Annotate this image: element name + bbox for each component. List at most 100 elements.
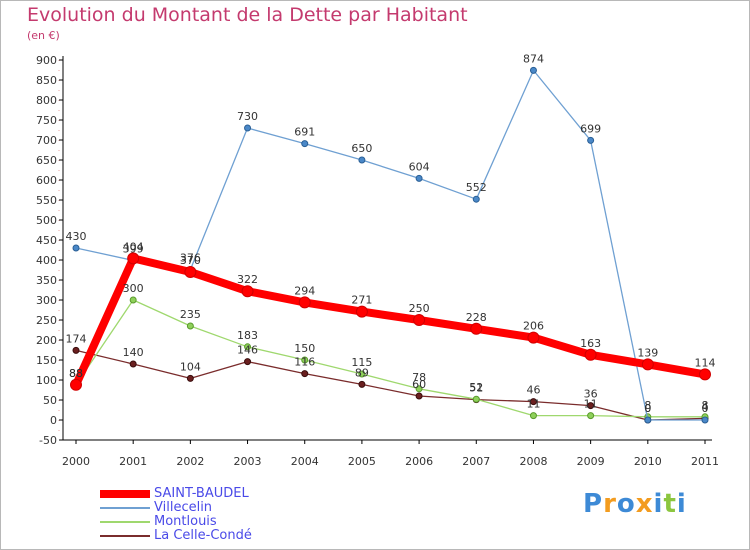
legend-label-saint-baudel: SAINT-BAUDEL [154, 486, 249, 501]
data-point-villecelin [358, 156, 366, 164]
y-tick-label: 450 [36, 234, 57, 247]
data-label-villecelin: 650 [351, 142, 372, 155]
y-tick-label: 50 [43, 394, 57, 407]
legend-label-villecelin: Villecelin [154, 500, 213, 515]
data-label-villecelin: 0 [702, 402, 709, 415]
data-point-montlouis [244, 343, 252, 351]
data-point-la-celle-conde [186, 374, 194, 382]
data-label-la-celle-conde: 46 [526, 384, 540, 397]
data-label-saint-baudel: 370 [180, 254, 201, 267]
data-label-la-celle-conde: 60 [412, 378, 426, 391]
chart-legend: SAINT-BAUDEL Villecelin Montlouis La Cel… [100, 487, 252, 543]
legend-swatch-la-celle-conde [100, 535, 150, 537]
data-point-la-celle-conde [358, 380, 366, 388]
data-label-montlouis: 8 [702, 399, 709, 412]
data-label-saint-baudel: 250 [409, 302, 430, 315]
x-tick-label: 2010 [634, 455, 662, 468]
data-label-montlouis: 11 [526, 398, 540, 411]
data-point-montlouis [358, 370, 366, 378]
y-tick-label: 600 [36, 174, 57, 187]
data-point-saint-baudel [184, 266, 197, 278]
data-point-saint-baudel [641, 358, 654, 371]
data-label-montlouis: 8 [644, 399, 651, 412]
x-tick-label: 2005 [348, 455, 376, 468]
data-point-saint-baudel [584, 348, 597, 361]
data-point-villecelin [701, 416, 709, 424]
data-label-saint-baudel: 88 [69, 367, 83, 380]
data-label-montlouis: 235 [180, 308, 201, 321]
data-point-saint-baudel [241, 285, 254, 298]
data-point-la-celle-conde [129, 360, 137, 368]
y-tick-label: 350 [36, 274, 57, 287]
data-label-montlouis: 150 [294, 342, 315, 355]
x-tick-label: 2007 [462, 455, 490, 468]
legend-label-la-celle-conde: La Celle-Condé [154, 528, 252, 543]
proxiti-logo: Proxiti [583, 489, 687, 519]
data-point-villecelin [472, 195, 480, 203]
x-tick-label: 2000 [62, 455, 90, 468]
x-tick-label: 2003 [234, 455, 262, 468]
data-label-la-celle-conde: 36 [584, 388, 598, 401]
data-label-montlouis: 300 [123, 282, 144, 295]
data-point-la-celle-conde [244, 358, 252, 366]
y-tick-label: 100 [36, 374, 57, 387]
data-label-la-celle-conde: 51 [469, 382, 483, 395]
series-line-la-celle-conde [75, 349, 706, 421]
y-tick-label: 650 [36, 154, 57, 167]
data-label-villecelin: 730 [237, 110, 258, 123]
data-point-saint-baudel [527, 331, 540, 344]
series-villecelin [72, 66, 709, 424]
data-point-saint-baudel [699, 368, 711, 381]
data-label-saint-baudel: 322 [237, 273, 258, 286]
y-tick-label: 400 [36, 254, 57, 267]
data-point-montlouis [415, 385, 423, 393]
data-label-villecelin: 0 [644, 402, 651, 415]
y-tick-label: 0 [50, 414, 57, 427]
series-line-montlouis [75, 299, 706, 418]
logo-letter: x [635, 489, 654, 519]
data-point-villecelin [644, 416, 652, 424]
data-label-montlouis: 88 [69, 367, 83, 380]
data-label-villecelin: 691 [294, 126, 315, 139]
data-point-saint-baudel [70, 378, 82, 391]
legend-swatch-montlouis [100, 521, 150, 523]
data-point-la-celle-conde [529, 398, 537, 406]
legend-swatch-saint-baudel [100, 490, 150, 498]
data-point-montlouis [301, 356, 309, 364]
logo-letter: t [663, 489, 677, 519]
x-tick-label: 2009 [577, 455, 605, 468]
data-label-villecelin: 376 [180, 252, 201, 265]
legend-item-saint-baudel: SAINT-BAUDEL [100, 487, 252, 501]
data-label-saint-baudel: 206 [523, 320, 544, 333]
y-tick-label: 500 [36, 214, 57, 227]
data-label-saint-baudel: 139 [637, 346, 658, 359]
data-label-montlouis: 78 [412, 371, 426, 384]
logo-letter: i [653, 489, 664, 519]
data-point-montlouis [529, 412, 537, 420]
data-point-la-celle-conde [301, 370, 309, 378]
data-label-villecelin: 552 [466, 181, 487, 194]
chart-title: Evolution du Montant de la Dette par Hab… [27, 4, 468, 26]
data-point-montlouis [587, 412, 595, 420]
x-tick-label: 2011 [691, 455, 719, 468]
data-label-saint-baudel: 228 [466, 311, 487, 324]
data-label-villecelin: 699 [580, 122, 601, 135]
data-label-villecelin: 874 [523, 52, 544, 65]
data-label-la-celle-conde: 174 [66, 332, 87, 345]
data-label-villecelin: 604 [409, 160, 430, 173]
data-point-saint-baudel [355, 305, 368, 318]
data-point-villecelin [529, 66, 537, 74]
y-tick-label: 300 [36, 294, 57, 307]
data-point-saint-baudel [470, 322, 483, 335]
data-label-montlouis: 183 [237, 329, 258, 342]
data-point-la-celle-conde [72, 346, 80, 354]
y-tick-label: -50 [39, 434, 57, 447]
data-point-villecelin [587, 136, 595, 144]
x-tick-label: 2001 [119, 455, 147, 468]
data-point-montlouis [472, 395, 480, 403]
data-point-saint-baudel [413, 314, 426, 326]
data-label-saint-baudel: 294 [294, 284, 315, 297]
data-label-la-celle-conde: 89 [355, 366, 369, 379]
data-label-saint-baudel: 271 [351, 294, 372, 307]
